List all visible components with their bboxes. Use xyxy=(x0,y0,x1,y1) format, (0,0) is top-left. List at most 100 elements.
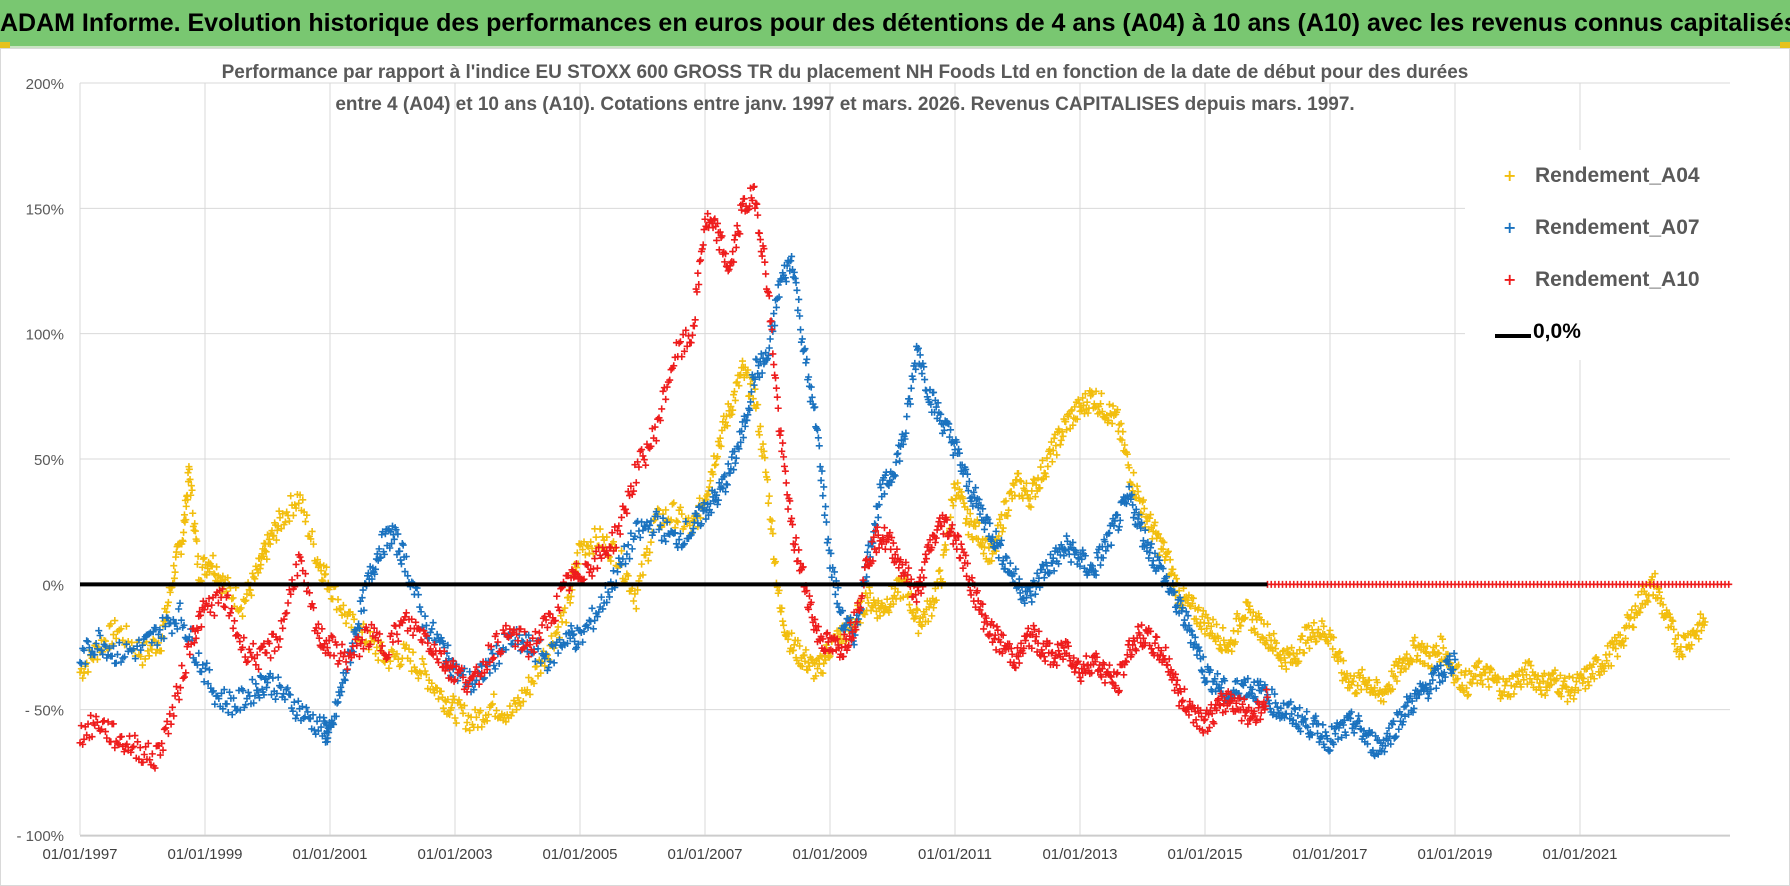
data-point xyxy=(1118,436,1126,444)
data-point xyxy=(604,551,612,559)
data-point xyxy=(1081,668,1089,676)
data-point xyxy=(805,662,813,670)
data-point xyxy=(1192,615,1200,623)
data-point xyxy=(721,471,729,479)
data-point xyxy=(754,401,762,409)
data-point xyxy=(1631,602,1639,610)
data-point xyxy=(1461,671,1469,679)
data-point xyxy=(301,713,309,721)
data-point xyxy=(255,694,263,702)
data-point xyxy=(1579,679,1587,687)
data-point xyxy=(309,604,317,612)
data-point xyxy=(107,620,115,628)
data-point xyxy=(507,712,515,720)
data-point xyxy=(1132,647,1140,655)
data-point xyxy=(1132,505,1140,513)
data-point xyxy=(672,540,680,548)
data-point xyxy=(730,236,738,244)
data-point xyxy=(1173,601,1181,609)
data-point xyxy=(1340,716,1348,724)
data-point xyxy=(680,540,688,548)
data-point xyxy=(1082,652,1090,660)
data-point xyxy=(360,606,368,614)
data-point xyxy=(115,639,123,647)
data-point xyxy=(214,599,222,607)
data-point xyxy=(314,629,321,637)
data-point xyxy=(1440,669,1448,677)
data-point xyxy=(1363,685,1371,693)
data-point xyxy=(1249,608,1257,616)
data-point xyxy=(546,610,554,618)
data-point xyxy=(308,600,316,608)
data-point xyxy=(824,638,832,646)
data-point xyxy=(526,641,534,649)
data-point xyxy=(394,637,402,645)
data-point xyxy=(1046,639,1054,647)
data-point xyxy=(622,575,630,583)
data-point xyxy=(1432,684,1440,692)
data-point xyxy=(592,547,600,555)
data-point xyxy=(928,544,936,552)
data-point xyxy=(175,696,183,704)
data-point xyxy=(370,637,378,645)
data-point xyxy=(119,636,127,644)
data-point xyxy=(864,548,871,556)
data-point xyxy=(1005,640,1013,648)
data-point xyxy=(1164,661,1171,669)
data-point xyxy=(1041,470,1049,478)
data-point xyxy=(1199,607,1207,615)
data-point xyxy=(1072,664,1080,672)
data-point xyxy=(731,231,739,239)
data-point xyxy=(942,546,950,554)
data-point xyxy=(164,614,172,622)
data-point xyxy=(1188,627,1196,635)
data-point xyxy=(163,717,171,725)
data-point xyxy=(1022,637,1030,645)
data-point xyxy=(1697,626,1705,634)
data-point xyxy=(609,567,617,575)
data-point xyxy=(151,764,159,772)
data-point xyxy=(1241,678,1249,686)
data-point xyxy=(639,452,647,460)
data-point xyxy=(160,725,168,733)
data-point xyxy=(1114,669,1121,677)
data-point xyxy=(487,701,495,709)
data-point xyxy=(775,586,783,594)
data-point xyxy=(1336,648,1344,656)
data-point xyxy=(219,705,227,713)
y-tick-label: 150% xyxy=(26,201,64,218)
data-point xyxy=(1055,647,1063,655)
data-point xyxy=(998,560,1006,568)
data-point xyxy=(1108,420,1116,428)
data-point xyxy=(392,526,400,534)
data-point xyxy=(784,635,792,643)
data-point xyxy=(1570,695,1578,703)
data-point xyxy=(1048,648,1056,656)
data-point xyxy=(242,701,250,709)
data-point xyxy=(1236,694,1244,702)
data-point xyxy=(718,232,726,240)
data-point xyxy=(128,744,136,752)
data-point xyxy=(735,445,743,453)
data-point xyxy=(948,521,956,529)
data-point xyxy=(1339,657,1347,665)
data-point xyxy=(1122,658,1130,666)
data-point xyxy=(755,373,763,381)
data-point xyxy=(382,655,390,663)
data-point xyxy=(537,636,545,644)
data-point xyxy=(260,691,268,699)
data-point xyxy=(1043,454,1051,462)
data-point xyxy=(721,258,729,266)
data-point xyxy=(972,603,980,611)
legend-item-a10: + Rendement_A10 xyxy=(1465,268,1735,298)
data-point xyxy=(800,346,808,354)
data-point xyxy=(1014,469,1022,477)
data-point xyxy=(139,641,146,649)
data-point xyxy=(84,638,92,646)
data-point xyxy=(1547,675,1555,683)
data-point xyxy=(662,506,670,514)
data-point xyxy=(324,734,332,742)
data-point xyxy=(887,545,895,553)
data-point xyxy=(1622,634,1630,642)
data-point xyxy=(397,556,405,564)
